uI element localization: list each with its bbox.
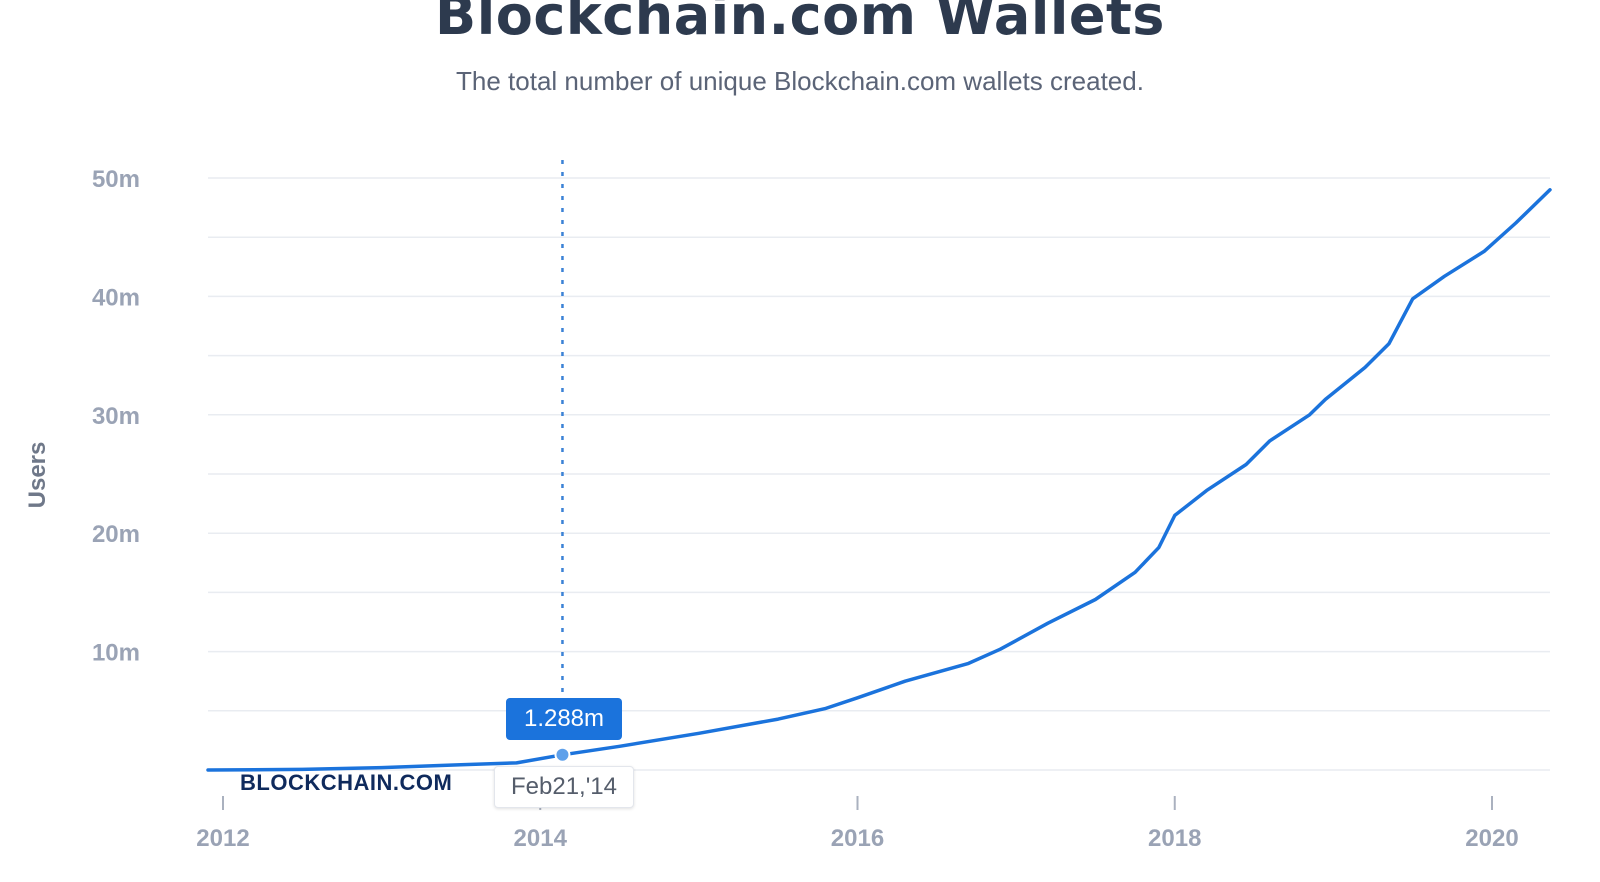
- blockchain-watermark: BLOCKCHAIN.COM: [240, 770, 453, 795]
- series-line[interactable]: [206, 188, 1552, 772]
- y-tick-label: 50m: [92, 166, 140, 193]
- x-tick-label: 2020: [1465, 825, 1518, 852]
- y-tick-label: 10m: [92, 640, 140, 667]
- x-tick-label: 2012: [196, 825, 249, 852]
- y-tick-label: 20m: [92, 521, 140, 548]
- y-tick-label: 40m: [92, 284, 140, 311]
- x-tick-label: 2018: [1148, 825, 1201, 852]
- tooltip-date: Feb21,'14: [494, 766, 634, 808]
- y-axis-ticks: 10m 20m 30m 40m 50m: [92, 166, 140, 667]
- chart-subtitle: The total number of unique Blockchain.co…: [456, 66, 1144, 96]
- y-tick-label: 30m: [92, 403, 140, 430]
- y-axis-label: Users: [24, 442, 51, 509]
- gridlines: [208, 177, 1550, 771]
- x-tick-label: 2016: [831, 825, 884, 852]
- tooltip-value: 1.288m: [506, 698, 622, 740]
- chart-title: Blockchain.com Wallets: [435, 0, 1165, 47]
- x-axis-ticks: 2012 2014 2016 2018 2020: [196, 796, 1519, 852]
- highlight-point[interactable]: [554, 746, 571, 763]
- x-tick-label: 2014: [514, 825, 568, 852]
